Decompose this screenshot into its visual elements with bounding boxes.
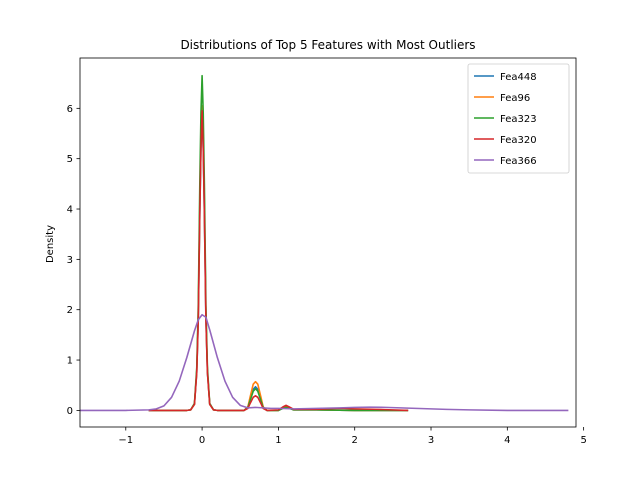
axes-frame bbox=[79, 57, 577, 428]
y-tick-label: 0 bbox=[67, 406, 73, 417]
y-tick-label: 5 bbox=[67, 154, 73, 165]
legend-label: Fea323 bbox=[500, 114, 537, 125]
plot-area bbox=[80, 74, 569, 412]
y-tick-label: 1 bbox=[67, 356, 73, 367]
x-tick-label: −1 bbox=[118, 435, 133, 446]
series-line-fea320 bbox=[148, 110, 409, 412]
series-line-fea366 bbox=[80, 313, 569, 412]
y-tick-label: 6 bbox=[67, 104, 73, 115]
x-tick-label: 0 bbox=[199, 435, 205, 446]
y-tick-label: 3 bbox=[67, 255, 73, 266]
x-tick-label: 1 bbox=[275, 435, 281, 446]
chart-title: Distributions of Top 5 Features with Mos… bbox=[180, 38, 475, 52]
x-tick-label: 5 bbox=[580, 435, 586, 446]
legend-label: Fea366 bbox=[500, 156, 537, 167]
legend-box bbox=[467, 63, 570, 174]
y-axis-label: Density bbox=[45, 225, 56, 263]
y-tick-label: 4 bbox=[67, 205, 73, 216]
y-tick-label: 2 bbox=[67, 305, 73, 316]
axes: −1 0 1 2 3 4 5 0 1 2 3 4 5 6 bbox=[67, 57, 587, 446]
x-tick-label: 3 bbox=[428, 435, 434, 446]
legend: Fea448 Fea96 Fea323 Fea320 Fea366 bbox=[467, 63, 570, 174]
legend-label: Fea96 bbox=[500, 93, 530, 104]
legend-label: Fea320 bbox=[500, 135, 537, 146]
x-tick-label: 2 bbox=[352, 435, 358, 446]
x-tick-label: 4 bbox=[504, 435, 510, 446]
legend-label: Fea448 bbox=[500, 72, 537, 83]
